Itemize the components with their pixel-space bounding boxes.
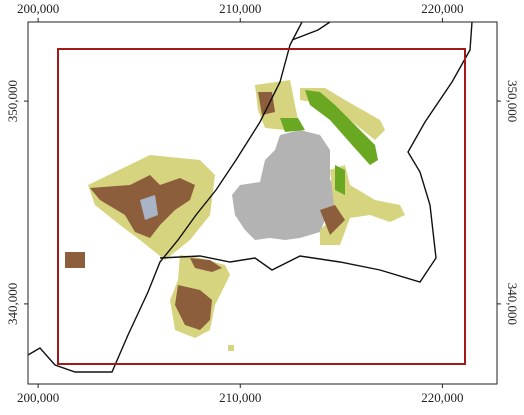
x-tick-label: 200,000	[17, 390, 59, 405]
land-patches	[65, 80, 405, 351]
y-tick-label: 350,000	[5, 80, 20, 122]
study-area	[57, 48, 466, 365]
khaki-patch	[228, 345, 234, 351]
boundary-line	[291, 21, 331, 41]
map-frame	[27, 21, 498, 385]
gray-patch	[232, 130, 345, 240]
x-tick-label: 220,000	[421, 1, 463, 16]
boundary-line	[27, 21, 303, 373]
brown-patch	[190, 258, 222, 272]
bluegray-patch	[140, 195, 158, 220]
x-tick-label: 220,000	[421, 390, 463, 405]
x-tick-label: 210,000	[219, 1, 261, 16]
y-tick-label: 350,000	[505, 80, 520, 122]
x-tick-label: 200,000	[17, 1, 59, 16]
boundaries	[27, 21, 473, 373]
y-tick-label: 340,000	[505, 283, 520, 325]
green-patch	[280, 118, 305, 132]
green-patch	[335, 165, 345, 195]
green-patch	[305, 90, 378, 165]
brown-patch	[65, 252, 85, 268]
y-tick-label: 340,000	[5, 283, 20, 325]
boundary-line	[159, 21, 473, 283]
brown-patch	[258, 92, 275, 115]
brown-patch	[175, 285, 212, 330]
brown-patch	[320, 205, 345, 235]
x-tick-label: 210,000	[219, 390, 261, 405]
